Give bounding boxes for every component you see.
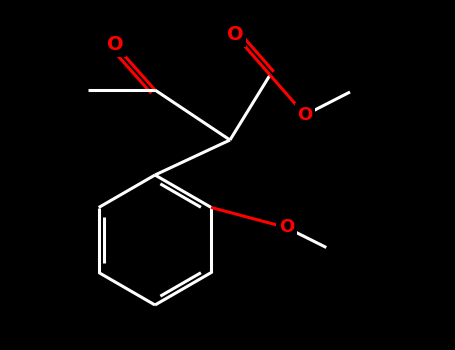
Text: O: O <box>278 218 294 237</box>
Text: O: O <box>298 106 313 124</box>
Text: O: O <box>106 35 123 55</box>
Text: O: O <box>227 26 243 44</box>
